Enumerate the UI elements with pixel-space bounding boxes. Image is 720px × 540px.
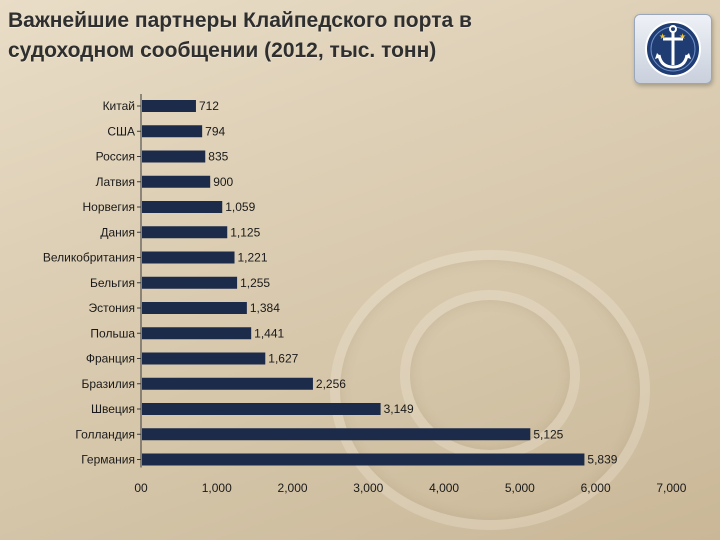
bar <box>142 125 203 138</box>
data-label: 1,255 <box>240 276 270 290</box>
data-label: 794 <box>205 124 225 138</box>
bar <box>142 175 211 188</box>
category-label: Великобритания <box>43 251 135 265</box>
data-label: 1,221 <box>238 251 268 265</box>
category-label: Дания <box>100 225 135 239</box>
bar <box>142 403 381 415</box>
svg-text:★: ★ <box>679 32 686 41</box>
data-label: 5,125 <box>533 427 563 441</box>
category-label: Швеция <box>91 402 135 416</box>
bar <box>142 352 266 365</box>
category-label: Норвегия <box>82 200 135 214</box>
data-label: 1,384 <box>250 301 280 315</box>
port-logo: ★ ★ <box>634 14 712 84</box>
data-label: 900 <box>213 175 233 189</box>
bar <box>142 377 313 390</box>
title-line-2: судоходном сообщении (2012, тыс. тонн) <box>8 39 437 62</box>
data-label: 835 <box>208 150 228 164</box>
category-label: США <box>107 124 135 138</box>
x-tick-label: 5,000 <box>505 481 535 495</box>
bar <box>142 100 196 112</box>
x-tick-label: 4,000 <box>429 481 459 495</box>
category-label: Россия <box>96 150 135 164</box>
category-label: Голландия <box>75 427 135 441</box>
background-sand-drawing <box>330 250 650 530</box>
data-label: 712 <box>199 99 219 113</box>
anchor-emblem-icon: ★ ★ <box>645 21 701 77</box>
category-label: Польша <box>90 326 135 340</box>
x-tick-label: 1,000 <box>202 481 232 495</box>
data-label: 1,059 <box>225 200 255 214</box>
data-label: 5,839 <box>587 453 617 467</box>
data-label: 1,125 <box>230 225 260 239</box>
bar <box>142 150 206 163</box>
bar <box>142 201 223 213</box>
category-label: Эстония <box>89 301 136 315</box>
page-title: Важнейшие партнеры Клайпедского порта в … <box>8 6 588 66</box>
data-label: 2,256 <box>316 377 346 391</box>
bar <box>142 453 585 466</box>
x-tick-label: 00 <box>134 481 148 495</box>
bar <box>142 428 531 441</box>
bar <box>142 276 238 289</box>
x-tick-label: 2,000 <box>278 481 308 495</box>
category-label: Китай <box>103 99 135 113</box>
x-tick-label: 3,000 <box>353 481 383 495</box>
x-tick-label: 6,000 <box>581 481 611 495</box>
bar <box>142 302 247 314</box>
bar <box>142 251 235 264</box>
data-label: 1,441 <box>254 326 284 340</box>
title-line-1: Важнейшие партнеры Клайпедского порта в <box>8 9 472 32</box>
category-label: Бразилия <box>82 377 136 391</box>
data-label: 3,149 <box>384 402 414 416</box>
data-label: 1,627 <box>268 352 298 366</box>
svg-text:★: ★ <box>659 32 666 41</box>
category-label: Франция <box>86 352 135 366</box>
x-tick-label: 7,000 <box>656 481 686 495</box>
category-label: Германия <box>81 453 135 467</box>
bar <box>142 226 228 239</box>
category-label: Латвия <box>96 175 135 189</box>
category-label: Бельгия <box>90 276 135 290</box>
bar <box>142 327 252 340</box>
